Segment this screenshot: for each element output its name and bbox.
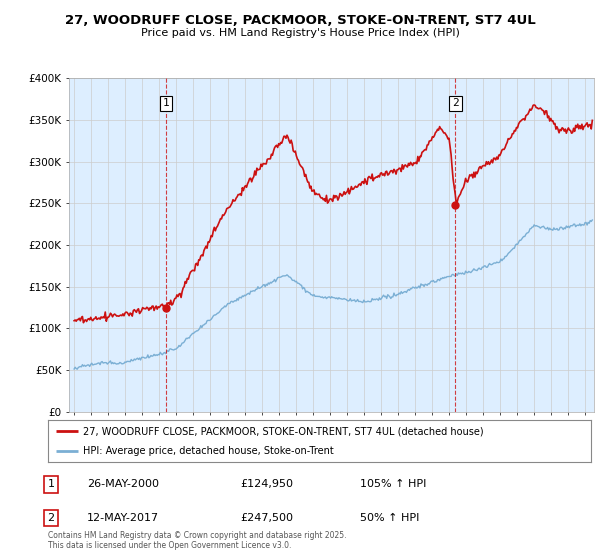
Text: Contains HM Land Registry data © Crown copyright and database right 2025.
This d: Contains HM Land Registry data © Crown c…	[48, 530, 347, 550]
Text: £247,500: £247,500	[240, 513, 293, 523]
Text: Price paid vs. HM Land Registry's House Price Index (HPI): Price paid vs. HM Land Registry's House …	[140, 28, 460, 38]
Text: HPI: Average price, detached house, Stoke-on-Trent: HPI: Average price, detached house, Stok…	[83, 446, 334, 456]
Text: 26-MAY-2000: 26-MAY-2000	[87, 479, 159, 489]
Text: 2: 2	[452, 99, 459, 109]
Text: 1: 1	[163, 99, 170, 109]
Text: 1: 1	[47, 479, 55, 489]
Text: 27, WOODRUFF CLOSE, PACKMOOR, STOKE-ON-TRENT, ST7 4UL (detached house): 27, WOODRUFF CLOSE, PACKMOOR, STOKE-ON-T…	[83, 426, 484, 436]
Text: 12-MAY-2017: 12-MAY-2017	[87, 513, 159, 523]
Text: 105% ↑ HPI: 105% ↑ HPI	[360, 479, 427, 489]
Text: £124,950: £124,950	[240, 479, 293, 489]
Text: 27, WOODRUFF CLOSE, PACKMOOR, STOKE-ON-TRENT, ST7 4UL: 27, WOODRUFF CLOSE, PACKMOOR, STOKE-ON-T…	[65, 14, 535, 27]
Text: 50% ↑ HPI: 50% ↑ HPI	[360, 513, 419, 523]
Text: 2: 2	[47, 513, 55, 523]
